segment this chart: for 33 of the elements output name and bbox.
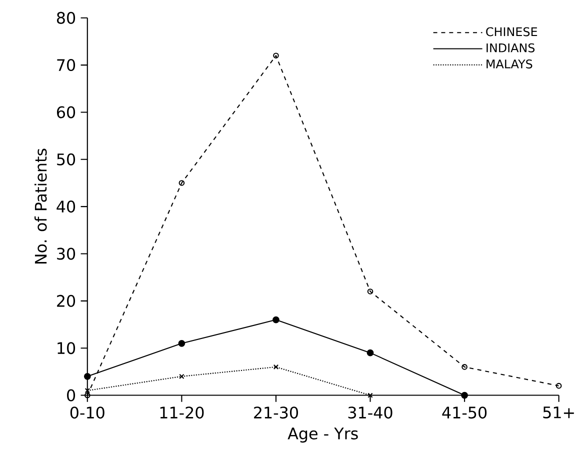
point bbox=[272, 316, 280, 324]
legend-label: INDIANS bbox=[486, 43, 535, 52]
point bbox=[462, 364, 468, 370]
point bbox=[178, 180, 185, 186]
x-tick-label: 51+ bbox=[543, 406, 574, 418]
y-tick-label: 80 bbox=[56, 12, 76, 24]
y-tick-label: 20 bbox=[57, 295, 76, 308]
y-tick-label: 30 bbox=[57, 248, 76, 260]
y-tick-label: 40 bbox=[56, 200, 76, 213]
legend-label: MALAYS bbox=[486, 60, 532, 69]
x-axis-title: Age - Yrs bbox=[288, 428, 358, 443]
point bbox=[273, 52, 279, 59]
point bbox=[273, 364, 279, 370]
y-tick-label: 70 bbox=[57, 59, 76, 72]
x-tick-label: 0-10 bbox=[70, 406, 104, 419]
point bbox=[366, 349, 374, 356]
point bbox=[367, 288, 374, 295]
y-tick-label: 60 bbox=[56, 106, 76, 118]
legend-label: CHINESE bbox=[486, 27, 538, 36]
x-tick-label: 21-30 bbox=[254, 406, 298, 419]
x-tick-label: 31-40 bbox=[348, 406, 392, 419]
y-tick-label: 10 bbox=[58, 342, 76, 354]
point bbox=[178, 340, 186, 347]
x-tick-label: 41-50 bbox=[442, 406, 487, 419]
y-tick-label: 0 bbox=[67, 389, 76, 402]
point bbox=[179, 374, 184, 380]
x-tick-label: 11-20 bbox=[160, 406, 204, 419]
point bbox=[368, 392, 373, 398]
y-tick-label: 50 bbox=[57, 153, 76, 166]
point bbox=[556, 383, 562, 389]
point bbox=[461, 392, 468, 399]
y-axis-title: No. of Patients bbox=[34, 148, 47, 264]
point bbox=[84, 373, 91, 380]
